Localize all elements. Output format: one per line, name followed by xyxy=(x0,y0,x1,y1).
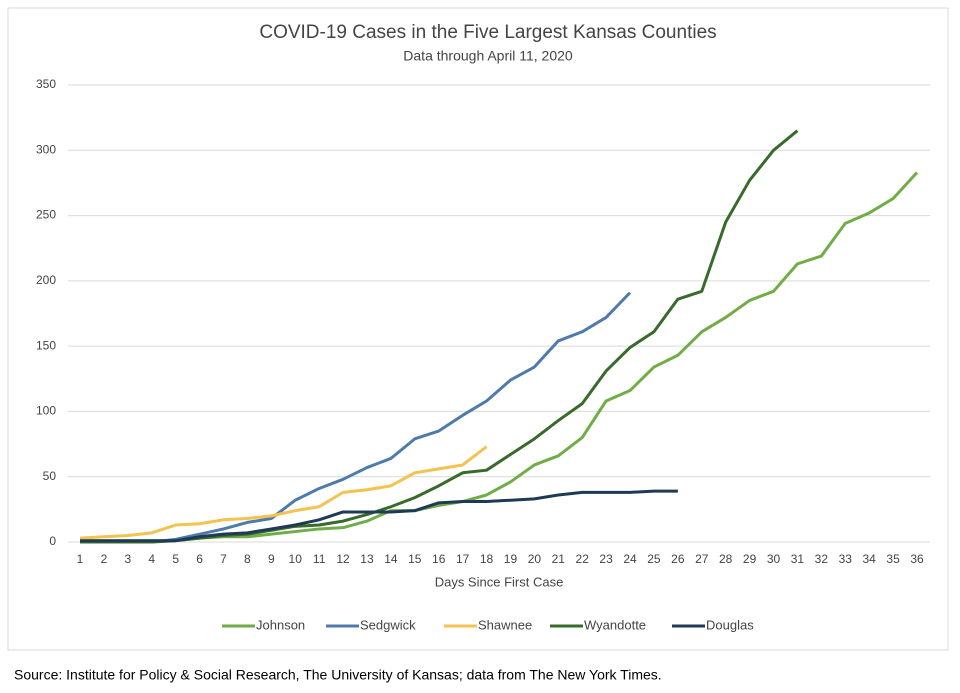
x-tick-label: 32 xyxy=(815,552,829,566)
x-tick-label: 21 xyxy=(552,552,566,566)
x-tick-label: 9 xyxy=(268,552,275,566)
y-tick-label: 150 xyxy=(36,338,56,352)
chart-frame xyxy=(7,7,949,651)
x-tick-label: 26 xyxy=(671,552,685,566)
x-tick-label: 4 xyxy=(148,552,155,566)
legend-label: Wyandotte xyxy=(584,617,646,632)
x-tick-label: 11 xyxy=(313,552,326,566)
x-tick-label: 23 xyxy=(599,552,613,566)
x-tick-label: 27 xyxy=(695,552,709,566)
x-tick-label: 20 xyxy=(528,552,542,566)
chart-subtitle: Data through April 11, 2020 xyxy=(403,48,573,64)
x-tick-label: 22 xyxy=(576,552,590,566)
x-tick-label: 13 xyxy=(360,552,374,566)
x-tick-label: 16 xyxy=(432,552,446,566)
y-tick-label: 300 xyxy=(36,142,56,156)
y-tick-label: 100 xyxy=(36,404,56,418)
x-tick-label: 36 xyxy=(910,552,924,566)
x-tick-label: 1 xyxy=(77,552,84,566)
x-tick-label: 7 xyxy=(220,552,227,566)
x-tick-label: 24 xyxy=(623,552,637,566)
y-tick-label: 250 xyxy=(36,208,56,222)
legend-label: Douglas xyxy=(706,617,754,632)
series-line xyxy=(79,445,488,540)
x-tick-label: 33 xyxy=(839,552,853,566)
x-tick-label: 29 xyxy=(743,552,757,566)
y-tick-label: 50 xyxy=(43,469,57,483)
source-note: Source: Institute for Policy & Social Re… xyxy=(14,667,662,683)
x-tick-label: 8 xyxy=(244,552,251,566)
x-tick-label: 10 xyxy=(289,552,303,566)
x-tick-label: 17 xyxy=(456,552,470,566)
y-tick-label: 0 xyxy=(49,534,56,548)
x-tick-label: 25 xyxy=(647,552,661,566)
x-tick-label: 34 xyxy=(862,552,876,566)
x-tick-label: 2 xyxy=(101,552,108,566)
x-tick-label: 12 xyxy=(336,552,350,566)
legend-label: Johnson xyxy=(256,617,305,632)
x-tick-label: 31 xyxy=(791,552,805,566)
x-tick-label: 35 xyxy=(886,552,900,566)
series-line xyxy=(80,489,678,543)
chart-title: COVID-19 Cases in the Five Largest Kansa… xyxy=(259,22,716,43)
x-tick-label: 5 xyxy=(172,552,179,566)
x-tick-label: 18 xyxy=(480,552,494,566)
x-tick-label: 28 xyxy=(719,552,733,566)
x-axis-label: Days Since First Case xyxy=(435,574,564,589)
x-tick-label: 14 xyxy=(384,552,398,566)
x-tick-label: 6 xyxy=(196,552,203,566)
x-tick-label: 3 xyxy=(124,552,131,566)
x-tick-label: 19 xyxy=(504,552,518,566)
x-tick-label: 15 xyxy=(408,552,422,566)
legend-label: Shawnee xyxy=(478,617,532,632)
legend-label: Sedgwick xyxy=(360,617,416,632)
y-tick-label: 200 xyxy=(36,273,56,287)
y-tick-label: 350 xyxy=(36,77,56,91)
x-tick-label: 30 xyxy=(767,552,781,566)
